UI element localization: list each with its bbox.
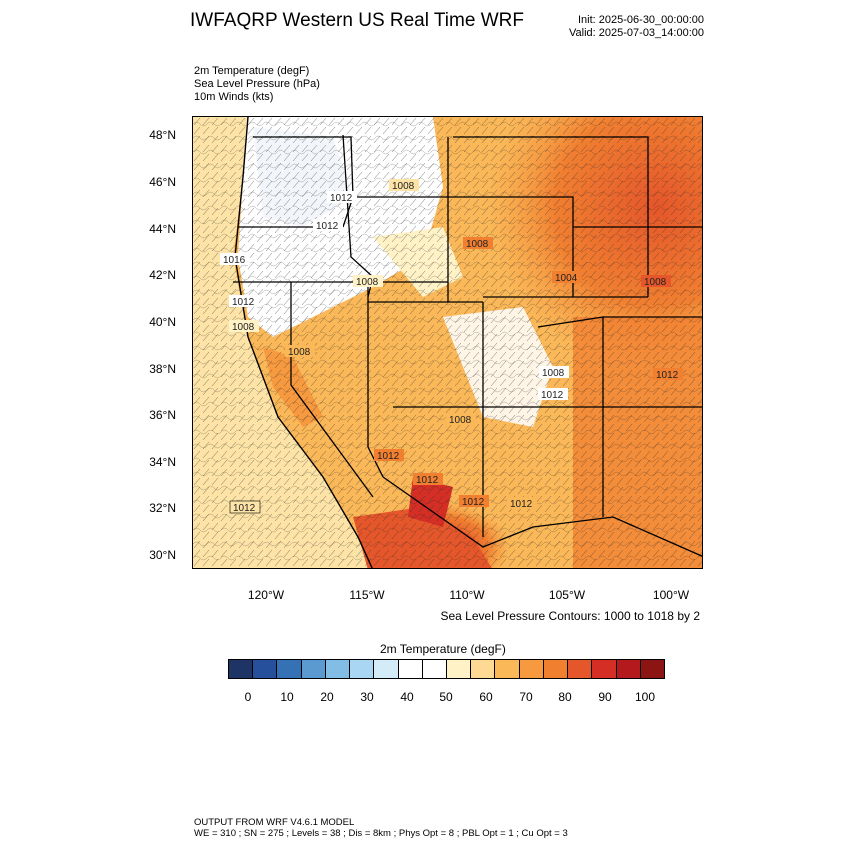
pressure-label: 1012 [462, 497, 485, 508]
colorbar-swatch [277, 660, 302, 678]
lat-label: 44°N [149, 222, 176, 236]
pressure-label: 1012 [510, 499, 533, 510]
pressure-label: 1008 [392, 181, 415, 192]
lon-label: 120°W [247, 588, 285, 602]
lon-label: 100°W [652, 588, 690, 602]
colorbar-swatch [301, 660, 326, 678]
pressure-label: 1012 [541, 390, 564, 401]
field-pressure: Sea Level Pressure (hPa) [194, 78, 320, 90]
colorbar-tick: 50 [439, 690, 453, 704]
colorbar-tick: 0 [244, 690, 252, 704]
field-list: 2m Temperature (degF) Sea Level Pressure… [194, 65, 320, 104]
field-temperature: 2m Temperature (degF) [194, 65, 310, 77]
colorbar-tick: 60 [479, 690, 493, 704]
colorbar-swatch [374, 660, 399, 678]
lat-label: 30°N [149, 548, 176, 562]
colorbar-swatch [543, 660, 569, 678]
pressure-label: 1008 [644, 277, 667, 288]
lat-label: 40°N [149, 315, 176, 329]
colorbar-swatch [325, 660, 351, 678]
map-panel: 1008 1012 1012 1016 1008 1012 1008 1008 … [192, 116, 703, 569]
colorbar-swatch [640, 660, 664, 678]
colorbar [228, 659, 665, 679]
pressure-label: 1008 [466, 239, 489, 250]
colorbar-tick: 30 [360, 690, 374, 704]
contour-note: Sea Level Pressure Contours: 1000 to 101… [440, 609, 701, 623]
colorbar-swatch [519, 660, 544, 678]
lon-label: 110°W [449, 588, 485, 602]
colorbar-swatch [568, 660, 593, 678]
colorbar-swatch [592, 660, 617, 678]
footer-model: OUTPUT FROM WRF V4.6.1 MODEL [194, 817, 355, 828]
field-winds: 10m Winds (kts) [194, 91, 274, 103]
pressure-label: 1004 [555, 273, 578, 284]
colorbar-tick: 80 [558, 690, 572, 704]
pressure-label: 1008 [232, 322, 255, 333]
valid-time: Valid: 2025-07-03_14:00:00 [569, 27, 704, 39]
colorbar-tick: 40 [400, 690, 414, 704]
colorbar-swatch [495, 660, 520, 678]
lon-label: 115°W [349, 588, 385, 602]
colorbar-swatch [398, 660, 423, 678]
pressure-label: 1008 [288, 347, 311, 358]
pressure-label: 1008 [542, 368, 565, 379]
temperature-map: 1008 1012 1012 1016 1008 1012 1008 1008 … [193, 117, 702, 568]
colorbar-swatch [616, 660, 641, 678]
run-info: Init: 2025-06-30_00:00:00 Valid: 2025-07… [569, 14, 704, 40]
lat-label: 38°N [149, 362, 176, 376]
colorbar-swatch [229, 660, 254, 678]
model-footer: OUTPUT FROM WRF V4.6.1 MODEL WE = 310 ; … [194, 817, 568, 839]
pressure-label: 1008 [449, 415, 472, 426]
colorbar-swatch [446, 660, 472, 678]
pressure-label: 1012 [232, 297, 255, 308]
lat-label: 34°N [149, 455, 176, 469]
colorbar-swatch [422, 660, 447, 678]
colorbar-tick: 70 [519, 690, 533, 704]
colorbar-tick: 20 [320, 690, 334, 704]
lat-label: 36°N [149, 408, 176, 422]
colorbar-swatch [471, 660, 496, 678]
lat-label: 46°N [149, 175, 176, 189]
pressure-label: 1012 [330, 193, 353, 204]
pressure-label: 1016 [223, 255, 246, 266]
lat-label: 42°N [149, 268, 176, 282]
pressure-label: 1012 [316, 221, 339, 232]
pressure-label: 1012 [416, 475, 439, 486]
pressure-label: 1012 [377, 451, 400, 462]
footer-config: WE = 310 ; SN = 275 ; Levels = 38 ; Dis … [194, 828, 568, 839]
colorbar-swatch [253, 660, 278, 678]
pressure-label: 1012 [656, 370, 679, 381]
lon-label: 105°W [548, 588, 586, 602]
colorbar-swatch [350, 660, 375, 678]
lat-label: 32°N [149, 501, 176, 515]
plot-title: IWFAQRP Western US Real Time WRF [190, 10, 524, 31]
pressure-label: 1008 [356, 277, 379, 288]
colorbar-title: 2m Temperature (degF) [380, 642, 506, 656]
colorbar-tick: 100 [634, 690, 656, 704]
init-time: Init: 2025-06-30_00:00:00 [578, 14, 704, 26]
lat-label: 48°N [149, 128, 176, 142]
colorbar-tick: 10 [280, 690, 294, 704]
pressure-label: 1012 [233, 503, 256, 514]
colorbar-tick: 90 [598, 690, 612, 704]
